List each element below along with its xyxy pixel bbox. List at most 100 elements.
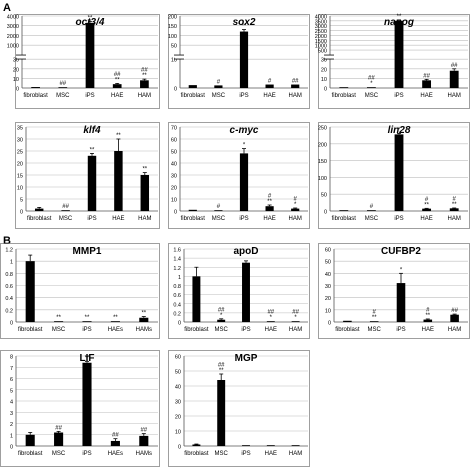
y-tick-label: 35 [17, 126, 23, 132]
bar [343, 320, 352, 322]
significance-label: ## [267, 310, 274, 316]
chart-9: 0 1 2 3 4 5 6 7 8 LIF fibroblast ## MSC ** iPS ## HAEs ##… [0, 350, 160, 467]
y-tick-label: 2500 [315, 29, 327, 35]
y-tick-label: 50 [171, 44, 177, 50]
bar [34, 208, 44, 211]
significance-label: # [373, 310, 377, 316]
y-tick-label: 2 [10, 422, 13, 428]
significance-label: ** [85, 315, 90, 321]
y-tick-label: 0 [174, 87, 177, 93]
y-tick-label: 1.2 [5, 248, 13, 254]
x-tick-label: HAM [289, 216, 302, 222]
y-tick-label: 4 [10, 400, 13, 406]
significance-label: ** [425, 313, 430, 319]
x-tick-label: MSC [365, 93, 379, 99]
bar [82, 321, 92, 322]
significance-label: ** [85, 356, 90, 362]
chart-title: MGP [235, 353, 258, 364]
significance-label: ** [88, 15, 93, 21]
y-tick-label: 25 [17, 150, 23, 156]
y-tick-label: 0.4 [5, 296, 13, 302]
significance-label: ## [62, 204, 69, 210]
bar [54, 432, 64, 446]
x-tick-label: iPS [241, 451, 250, 457]
bar [87, 155, 97, 211]
significance-label: # [426, 307, 430, 313]
x-tick-label: iPS [239, 216, 248, 222]
chart-2: 01020305001000150020002500300035004000na… [315, 14, 470, 109]
significance-label: # [370, 204, 374, 210]
bar [422, 208, 432, 211]
y-tick-label: 0.6 [5, 284, 13, 290]
y-tick-label: 30 [175, 400, 181, 406]
y-tick-label: 200 [318, 142, 327, 148]
x-tick-label: iPS [82, 327, 91, 333]
x-tick-label: HAM [448, 327, 461, 333]
bar [242, 445, 250, 446]
bar [369, 321, 379, 322]
x-tick-label: iPS [241, 327, 250, 333]
panel-label-b: B [3, 235, 11, 247]
significance-label: ## [218, 363, 225, 369]
y-tick-label: 3500 [315, 19, 327, 25]
y-tick-label: 0.8 [5, 272, 13, 278]
bar [82, 362, 92, 446]
x-tick-label: fibroblast [332, 216, 357, 222]
y-tick-label: 2000 [7, 34, 19, 40]
bar [266, 321, 275, 322]
axis-break-gap [17, 55, 27, 60]
y-tick-label: 1.2 [173, 266, 181, 272]
x-tick-label: HAEs [108, 451, 123, 457]
x-tick-label: MSC [365, 216, 379, 222]
chart-frame [15, 14, 160, 109]
bar [449, 208, 459, 211]
bar [217, 319, 226, 322]
bar [291, 321, 300, 322]
x-tick-label: HAEs [108, 327, 123, 333]
significance-label: # [268, 79, 272, 85]
bar [217, 380, 226, 446]
significance-label: * [294, 315, 297, 321]
y-tick-label: 150 [318, 159, 327, 165]
y-tick-label: 0 [324, 87, 327, 93]
chart-frame [318, 243, 470, 339]
y-tick-label: 30 [17, 138, 23, 144]
bar [422, 80, 432, 88]
y-tick-label: 20 [13, 67, 19, 73]
significance-label: ## [218, 307, 225, 313]
x-tick-label: HAE [265, 327, 277, 333]
y-tick-label: 1 [178, 275, 181, 281]
significance-label: * [294, 202, 297, 208]
significance-label: ## [141, 68, 148, 74]
x-tick-label: fibroblast [184, 327, 209, 333]
y-tick-label: 20 [175, 415, 181, 421]
bar [339, 87, 349, 88]
y-tick-label: 150 [168, 24, 177, 30]
chart-frame [168, 350, 310, 467]
x-tick-label: iPS [82, 451, 91, 457]
y-tick-label: 50 [175, 370, 181, 376]
significance-label: # [425, 197, 429, 203]
bar [188, 209, 197, 211]
y-tick-label: 0.6 [173, 293, 181, 299]
significance-label: ## [368, 76, 375, 82]
y-tick-label: 0 [174, 210, 177, 216]
x-tick-label: fibroblast [18, 327, 43, 333]
y-tick-label: 30 [321, 58, 327, 64]
x-tick-label: MSC [56, 93, 70, 99]
bar [291, 208, 300, 211]
y-tick-label: 500 [318, 49, 327, 55]
bar [140, 80, 149, 88]
x-tick-label: MSC [52, 327, 66, 333]
y-tick-label: 3000 [7, 24, 19, 30]
axis-break-gap [325, 55, 335, 60]
x-tick-label: HAMs [136, 451, 152, 457]
significance-label: ** [397, 14, 402, 20]
significance-label: ** [90, 147, 95, 153]
bar [140, 175, 150, 211]
bar [25, 434, 35, 446]
x-tick-label: MSC [212, 216, 226, 222]
x-tick-label: iPS [394, 93, 403, 99]
significance-label: ** [113, 315, 118, 321]
bar [54, 321, 64, 322]
